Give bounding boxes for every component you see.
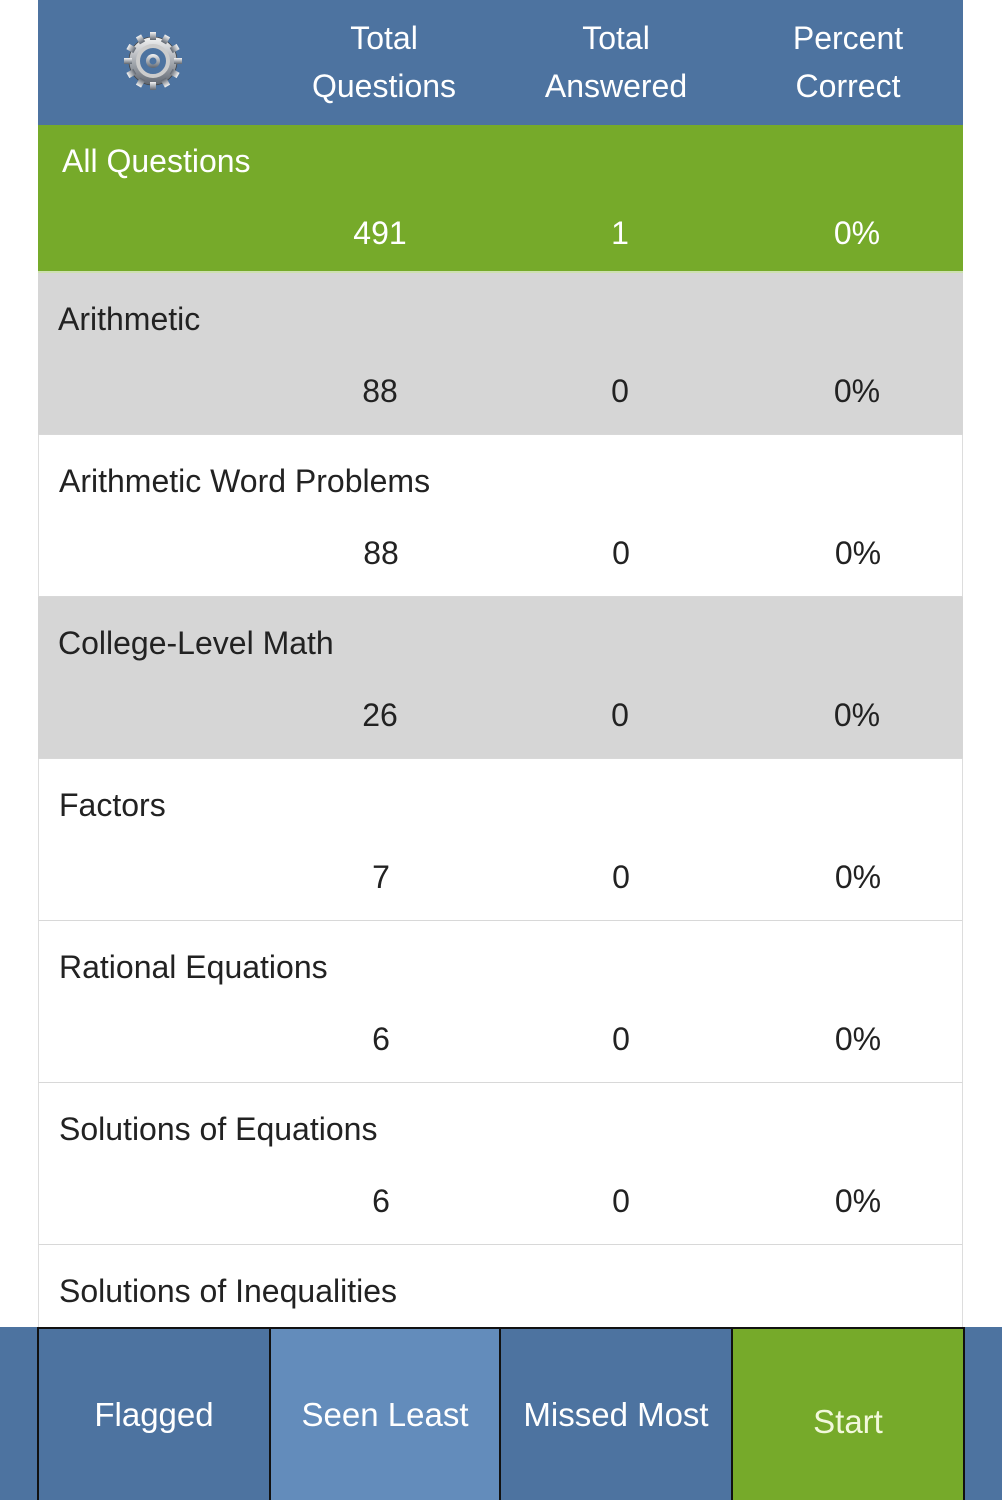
- category-name: Arithmetic: [58, 301, 201, 337]
- table-header: Total Questions Total Answered Percent Corr…: [38, 0, 963, 125]
- percent-correct: 0%: [833, 373, 881, 409]
- total-questions: 7: [372, 859, 390, 895]
- total-answered: 1: [611, 215, 629, 251]
- total-questions: 26: [362, 697, 398, 733]
- header-label: Answered: [544, 68, 688, 104]
- category-name: College-Level Math: [58, 625, 334, 661]
- percent-correct: 0%: [834, 535, 882, 571]
- bottom-toolbar: Flagged Seen Least Missed Most Start: [0, 1327, 1002, 1500]
- header-total-questions: Total Questions: [268, 14, 500, 110]
- category-name: Rational Equations: [59, 949, 328, 985]
- header-label: Correct: [795, 68, 901, 104]
- header-total-answered: Total Answered: [500, 14, 732, 110]
- category-row[interactable]: Arithmetic 88 0 0%: [38, 273, 963, 435]
- missed-most-button[interactable]: Missed Most: [499, 1327, 733, 1500]
- category-row[interactable]: College-Level Math 26 0 0%: [38, 597, 963, 759]
- total-questions: 491: [353, 215, 407, 251]
- total-answered: 0: [611, 373, 629, 409]
- percent-correct: 0%: [833, 215, 881, 251]
- seen-least-button[interactable]: Seen Least: [269, 1327, 501, 1500]
- start-button[interactable]: Start: [731, 1327, 965, 1500]
- category-row-all-questions[interactable]: All Questions 491 1 0%: [38, 125, 963, 273]
- category-name: Factors: [59, 787, 166, 823]
- category-name: Arithmetic Word Problems: [59, 463, 431, 499]
- category-name: All Questions: [62, 143, 251, 179]
- category-row[interactable]: Solutions of Equations 6 0 0%: [38, 1083, 963, 1245]
- flagged-button[interactable]: Flagged: [37, 1327, 271, 1500]
- total-questions: 6: [372, 1183, 390, 1219]
- percent-correct: 0%: [834, 1021, 882, 1057]
- total-answered: 0: [611, 697, 629, 733]
- percent-correct: 0%: [833, 697, 881, 733]
- header-label: Percent: [792, 20, 904, 56]
- category-row[interactable]: Rational Equations 6 0 0%: [38, 921, 963, 1083]
- gear-icon[interactable]: [122, 30, 184, 92]
- header-label: Questions: [311, 68, 457, 104]
- total-answered: 0: [612, 535, 630, 571]
- total-answered: 0: [612, 1021, 630, 1057]
- header-label: Total: [582, 20, 650, 56]
- header-label: Total: [350, 20, 418, 56]
- total-answered: 0: [612, 859, 630, 895]
- total-answered: 0: [612, 1183, 630, 1219]
- total-questions: 6: [372, 1021, 390, 1057]
- total-questions: 88: [363, 535, 399, 571]
- category-name: Solutions of Inequalities: [59, 1273, 397, 1309]
- category-row[interactable]: Factors 7 0 0%: [38, 759, 963, 921]
- percent-correct: 0%: [834, 859, 882, 895]
- stats-table: Total Questions Total Answered Percent Corr…: [38, 0, 963, 1407]
- category-row[interactable]: Arithmetic Word Problems 88 0 0%: [38, 435, 963, 597]
- header-percent-correct: Percent Correct: [732, 14, 964, 110]
- total-questions: 88: [362, 373, 398, 409]
- category-name: Solutions of Equations: [59, 1111, 378, 1147]
- percent-correct: 0%: [834, 1183, 882, 1219]
